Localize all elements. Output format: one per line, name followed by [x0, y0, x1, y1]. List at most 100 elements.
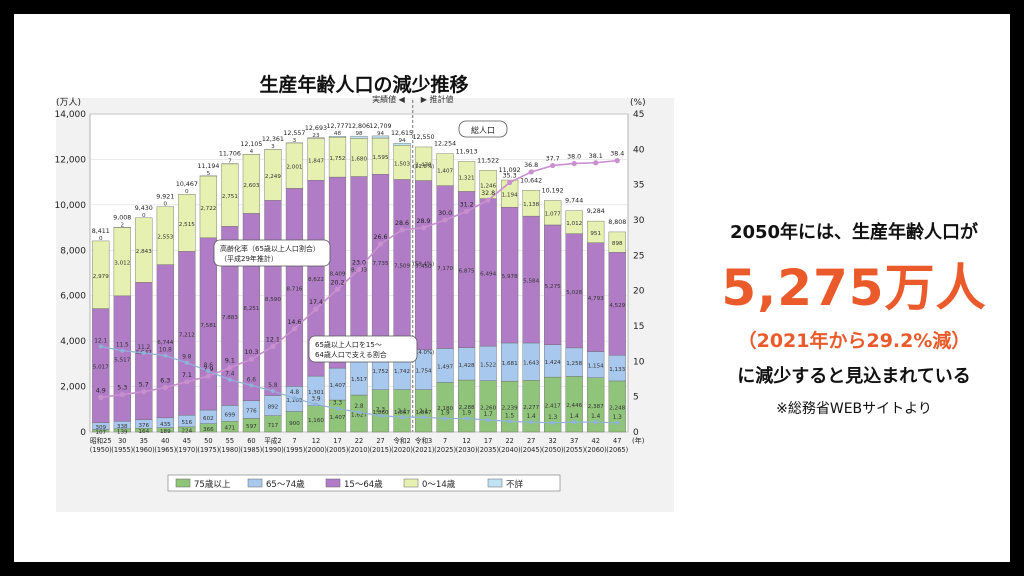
aging-rate-point: [464, 208, 470, 215]
support-ratio-point: [550, 420, 555, 425]
unknown-value-label: 0: [185, 189, 189, 195]
aging-rate-label: 7.1: [182, 372, 192, 379]
bar-value-label: 898: [612, 241, 623, 247]
y2-tick-label: 35: [633, 181, 644, 191]
bar-value-label: 224: [181, 428, 192, 434]
x-tick-era: 昭和25: [90, 436, 112, 445]
support-ratio-point: [335, 406, 340, 411]
legend-label: 不詳: [506, 479, 524, 490]
x-tick-year: (2030): [456, 446, 478, 454]
bar-segment-age0: [544, 200, 562, 226]
bar-value-label: 6,875: [459, 269, 475, 275]
bar-value-label: 516: [181, 420, 192, 426]
y-tick-label: 8,000: [60, 246, 86, 256]
bar-segment-age0: [608, 231, 626, 253]
x-tick-era: 令和3: [415, 436, 432, 445]
bar-value-label: 1,012: [566, 221, 582, 227]
bar-value-label: 717: [268, 423, 279, 429]
unknown-value-label: 94: [398, 138, 406, 144]
aging-rate-point: [507, 179, 513, 186]
bar-value-label: 1,077: [545, 212, 561, 218]
support-ratio-label: 6.6: [247, 377, 257, 383]
support-ratio-point: [227, 377, 232, 382]
bar-value-label: 189: [160, 429, 171, 435]
y-tick-label: 12,000: [55, 155, 87, 165]
aging-rate-label: 28.9: [417, 218, 431, 225]
aging-rate-label: 38.0: [567, 153, 581, 160]
bar-value-label: 376: [138, 423, 149, 429]
bar-value-label: 2,180: [437, 406, 453, 412]
bar-segment-unknown: [393, 142, 411, 146]
aging-rate-point: [313, 306, 319, 312]
unknown-value-label: 2: [120, 222, 124, 228]
bar-value-label: 6,744: [157, 340, 173, 346]
aging-rate-point: [420, 225, 427, 231]
y-tick-label: 0: [80, 428, 86, 438]
aging-rate-point: [119, 391, 125, 398]
support-ratio-point: [141, 350, 146, 355]
aging-rate-point: [227, 365, 233, 371]
x-tick-era: 22: [505, 437, 513, 445]
bar-value-label: 900: [289, 421, 300, 427]
bar-value-label: 4,529: [609, 303, 625, 309]
bar-value-label: 1,497: [437, 364, 453, 370]
aging-rate-point: [248, 356, 254, 362]
bar-value-label: 5,028: [566, 290, 582, 296]
support-ratio-point: [270, 389, 275, 394]
x-tick-year: (2065): [606, 446, 628, 454]
support-ratio-label: 2.1: [397, 409, 407, 415]
bar-value-label: 309: [95, 425, 106, 431]
chart-title: 生産年齢人口の減少推移: [259, 74, 469, 96]
total-label: 9,430: [135, 205, 153, 212]
bar-value-label: 1,867: [416, 410, 432, 416]
x-axis-unit: (年): [632, 436, 645, 445]
bar-segment-age0: [522, 190, 540, 217]
support-ratio-point: [572, 420, 577, 425]
bar-value-label: 1,754: [416, 369, 432, 375]
total-label: 11,194: [197, 163, 219, 170]
bar-value-label: 2,387: [588, 404, 604, 410]
aging-rate-point: [270, 343, 276, 350]
aging-rate-label: 28.6: [395, 220, 409, 227]
total-label: 12,693: [305, 125, 327, 132]
aging-rate-point: [571, 160, 577, 167]
x-tick-era: 7: [292, 437, 296, 445]
support-ratio-point: [615, 420, 620, 425]
support-ratio-label: 5.8: [268, 383, 278, 389]
bar-value-label: 2,843: [136, 249, 152, 255]
total-label: 11,706: [219, 151, 241, 158]
support-ratio-callout-text2: 64歳人口で支える割合: [315, 350, 387, 359]
aging-rate-point: [184, 379, 190, 385]
legend-swatch: [325, 478, 341, 488]
x-tick-year: (2025): [434, 446, 456, 454]
aging-rate-label: 14.6: [287, 319, 301, 326]
bar-value-label: 2,553: [157, 235, 173, 241]
aging-rate-label: 35.3: [503, 173, 517, 180]
aging-rate-point: [593, 160, 599, 166]
aging-rate-label: 23.0: [352, 259, 366, 266]
bar-value-label: 1,522: [480, 362, 496, 368]
aging-rate-callout-text2: （平成29年推計）: [220, 254, 278, 263]
bar-value-label: 471: [225, 426, 236, 432]
total-label: 12,615: [391, 130, 413, 137]
support-ratio-label: 3.9: [311, 396, 321, 402]
total-label: 11,522: [477, 157, 499, 164]
x-tick-era: 35: [140, 437, 148, 445]
bar-segment-unknown: [350, 135, 368, 139]
bar-value-label: 2,239: [502, 406, 518, 412]
bar-value-label: 951: [590, 231, 601, 237]
y2-tick-label: 25: [633, 251, 644, 261]
total-label: 10,192: [542, 187, 564, 194]
bar-value-label: 1,133: [609, 367, 625, 373]
bar-value-label: 1,407: [329, 415, 345, 421]
bar-value-label: 8,716: [286, 286, 302, 292]
x-tick-year: (2015): [370, 446, 392, 454]
x-tick-era: 12: [312, 437, 320, 445]
total-label: 9,744: [565, 198, 583, 205]
headline: 2050年には、生産年齢人口が: [729, 222, 979, 243]
x-tick-year: (1985): [240, 446, 262, 454]
legend-box: [167, 474, 561, 492]
source-note: ※総務省WEBサイトより: [776, 401, 932, 417]
bar-value-label: 3,012: [114, 261, 130, 267]
bar-value-label: 1,407: [329, 383, 345, 389]
